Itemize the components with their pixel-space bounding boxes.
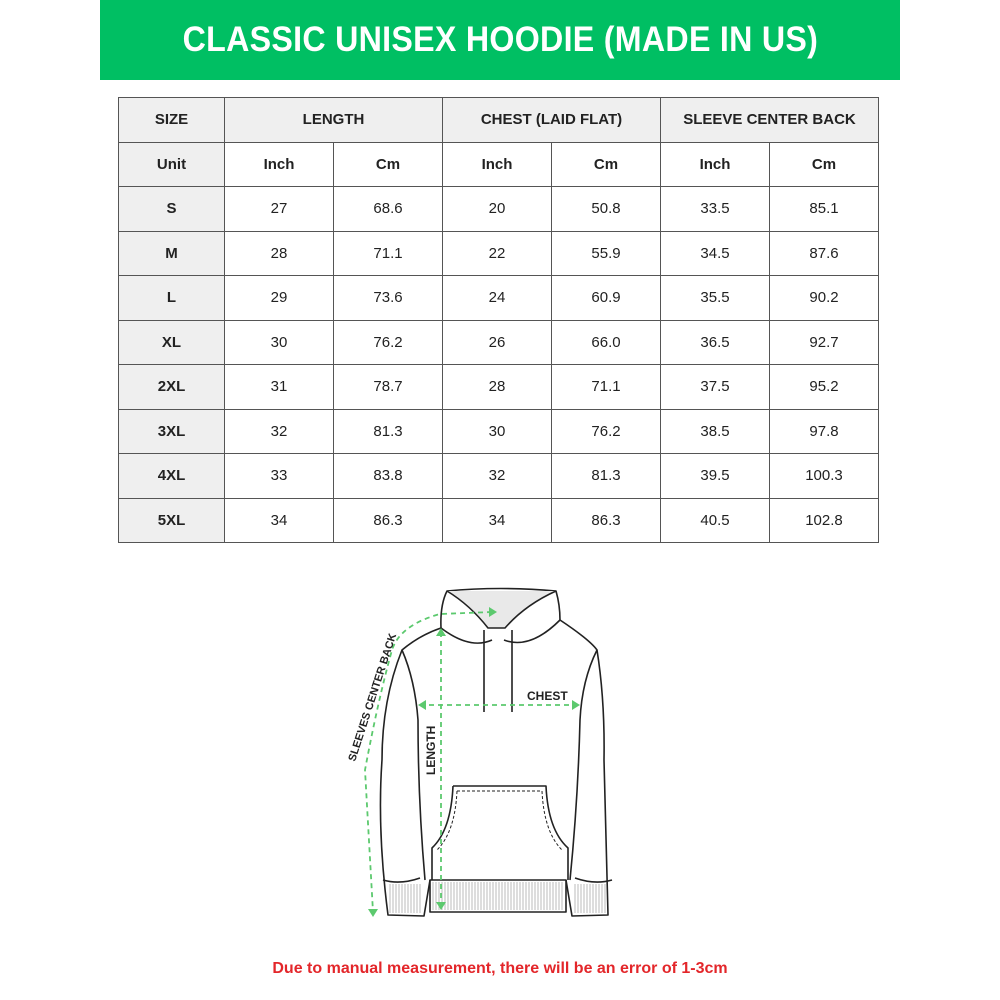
length-label: LENGTH [424,726,438,775]
unit-label: Unit [118,141,225,187]
arrow-head-icon [436,902,446,910]
group-header-row: SIZE LENGTH CHEST (LAID FLAT) SLEEVE CEN… [118,97,879,143]
value-cell: 30 [442,408,552,454]
value-cell: 71.1 [333,230,443,276]
header-size: SIZE [118,97,225,143]
header-sleeve: SLEEVE CENTER BACK [660,97,879,143]
unit-row: Unit Inch Cm Inch Cm Inch Cm [118,141,879,187]
value-cell: 102.8 [769,497,879,543]
value-cell: 39.5 [660,453,770,499]
table-row: 2XL 31 78.7 28 71.1 37.5 95.2 [118,364,879,410]
right-cuff [574,877,613,883]
value-cell: 86.3 [551,497,661,543]
value-cell: 28 [442,364,552,410]
size-cell: M [118,230,225,276]
arrow-head-icon [489,607,497,617]
value-cell: 37.5 [660,364,770,410]
sleeve-arrow [364,611,493,913]
table-row: 4XL 33 83.8 32 81.3 39.5 100.3 [118,453,879,499]
value-cell: 34 [442,497,552,543]
title-banner: CLASSIC UNISEX HOODIE (MADE IN US) [100,0,900,80]
chest-label: CHEST [527,689,568,703]
pocket-stitch [436,790,563,851]
value-cell: 92.7 [769,319,879,365]
sleeve-label: SLEEVES CENTER BACK [346,632,399,763]
waistband [429,880,567,913]
left-arm-seam [401,649,426,881]
table-row: L 29 73.6 24 60.9 35.5 90.2 [118,275,879,321]
value-cell: 26 [442,319,552,365]
value-cell: 30 [224,319,334,365]
arrow-head-icon [572,700,580,710]
size-cell: XL [118,319,225,365]
value-cell: 40.5 [660,497,770,543]
size-cell: 4XL [118,453,225,499]
unit-cell: Cm [333,141,443,187]
size-cell: 2XL [118,364,225,410]
header-chest: CHEST (LAID FLAT) [442,97,661,143]
arrow-head-icon [436,628,446,636]
right-arm-seam [569,649,598,881]
value-cell: 32 [442,453,552,499]
value-cell: 20 [442,186,552,232]
unit-cell: Inch [224,141,334,187]
header-length: LENGTH [224,97,443,143]
value-cell: 71.1 [551,364,661,410]
unit-cell: Cm [551,141,661,187]
hood-inner [446,590,557,629]
value-cell: 35.5 [660,275,770,321]
hoodie-outline [379,587,609,917]
left-cuff [382,877,421,883]
value-cell: 100.3 [769,453,879,499]
size-cell: L [118,275,225,321]
size-cell: S [118,186,225,232]
unit-cell: Cm [769,141,879,187]
neckline [440,619,561,644]
table-row: M 28 71.1 22 55.9 34.5 87.6 [118,230,879,276]
table-row: 3XL 32 81.3 30 76.2 38.5 97.8 [118,408,879,454]
size-chart-table: SIZE LENGTH CHEST (LAID FLAT) SLEEVE CEN… [118,97,879,543]
table-row: 5XL 34 86.3 34 86.3 40.5 102.8 [118,497,879,543]
pocket [431,785,569,880]
value-cell: 81.3 [333,408,443,454]
arrow-head-icon [368,909,378,917]
value-cell: 86.3 [333,497,443,543]
value-cell: 83.8 [333,453,443,499]
value-cell: 31 [224,364,334,410]
arrow-head-icon [418,700,426,710]
page-title: CLASSIC UNISEX HOODIE (MADE IN US) [182,20,818,59]
unit-cell: Inch [660,141,770,187]
measurement-note: Due to manual measurement, there will be… [272,960,728,977]
value-cell: 34 [224,497,334,543]
unit-cell: Inch [442,141,552,187]
value-cell: 87.6 [769,230,879,276]
value-cell: 85.1 [769,186,879,232]
value-cell: 60.9 [551,275,661,321]
value-cell: 68.6 [333,186,443,232]
value-cell: 76.2 [333,319,443,365]
